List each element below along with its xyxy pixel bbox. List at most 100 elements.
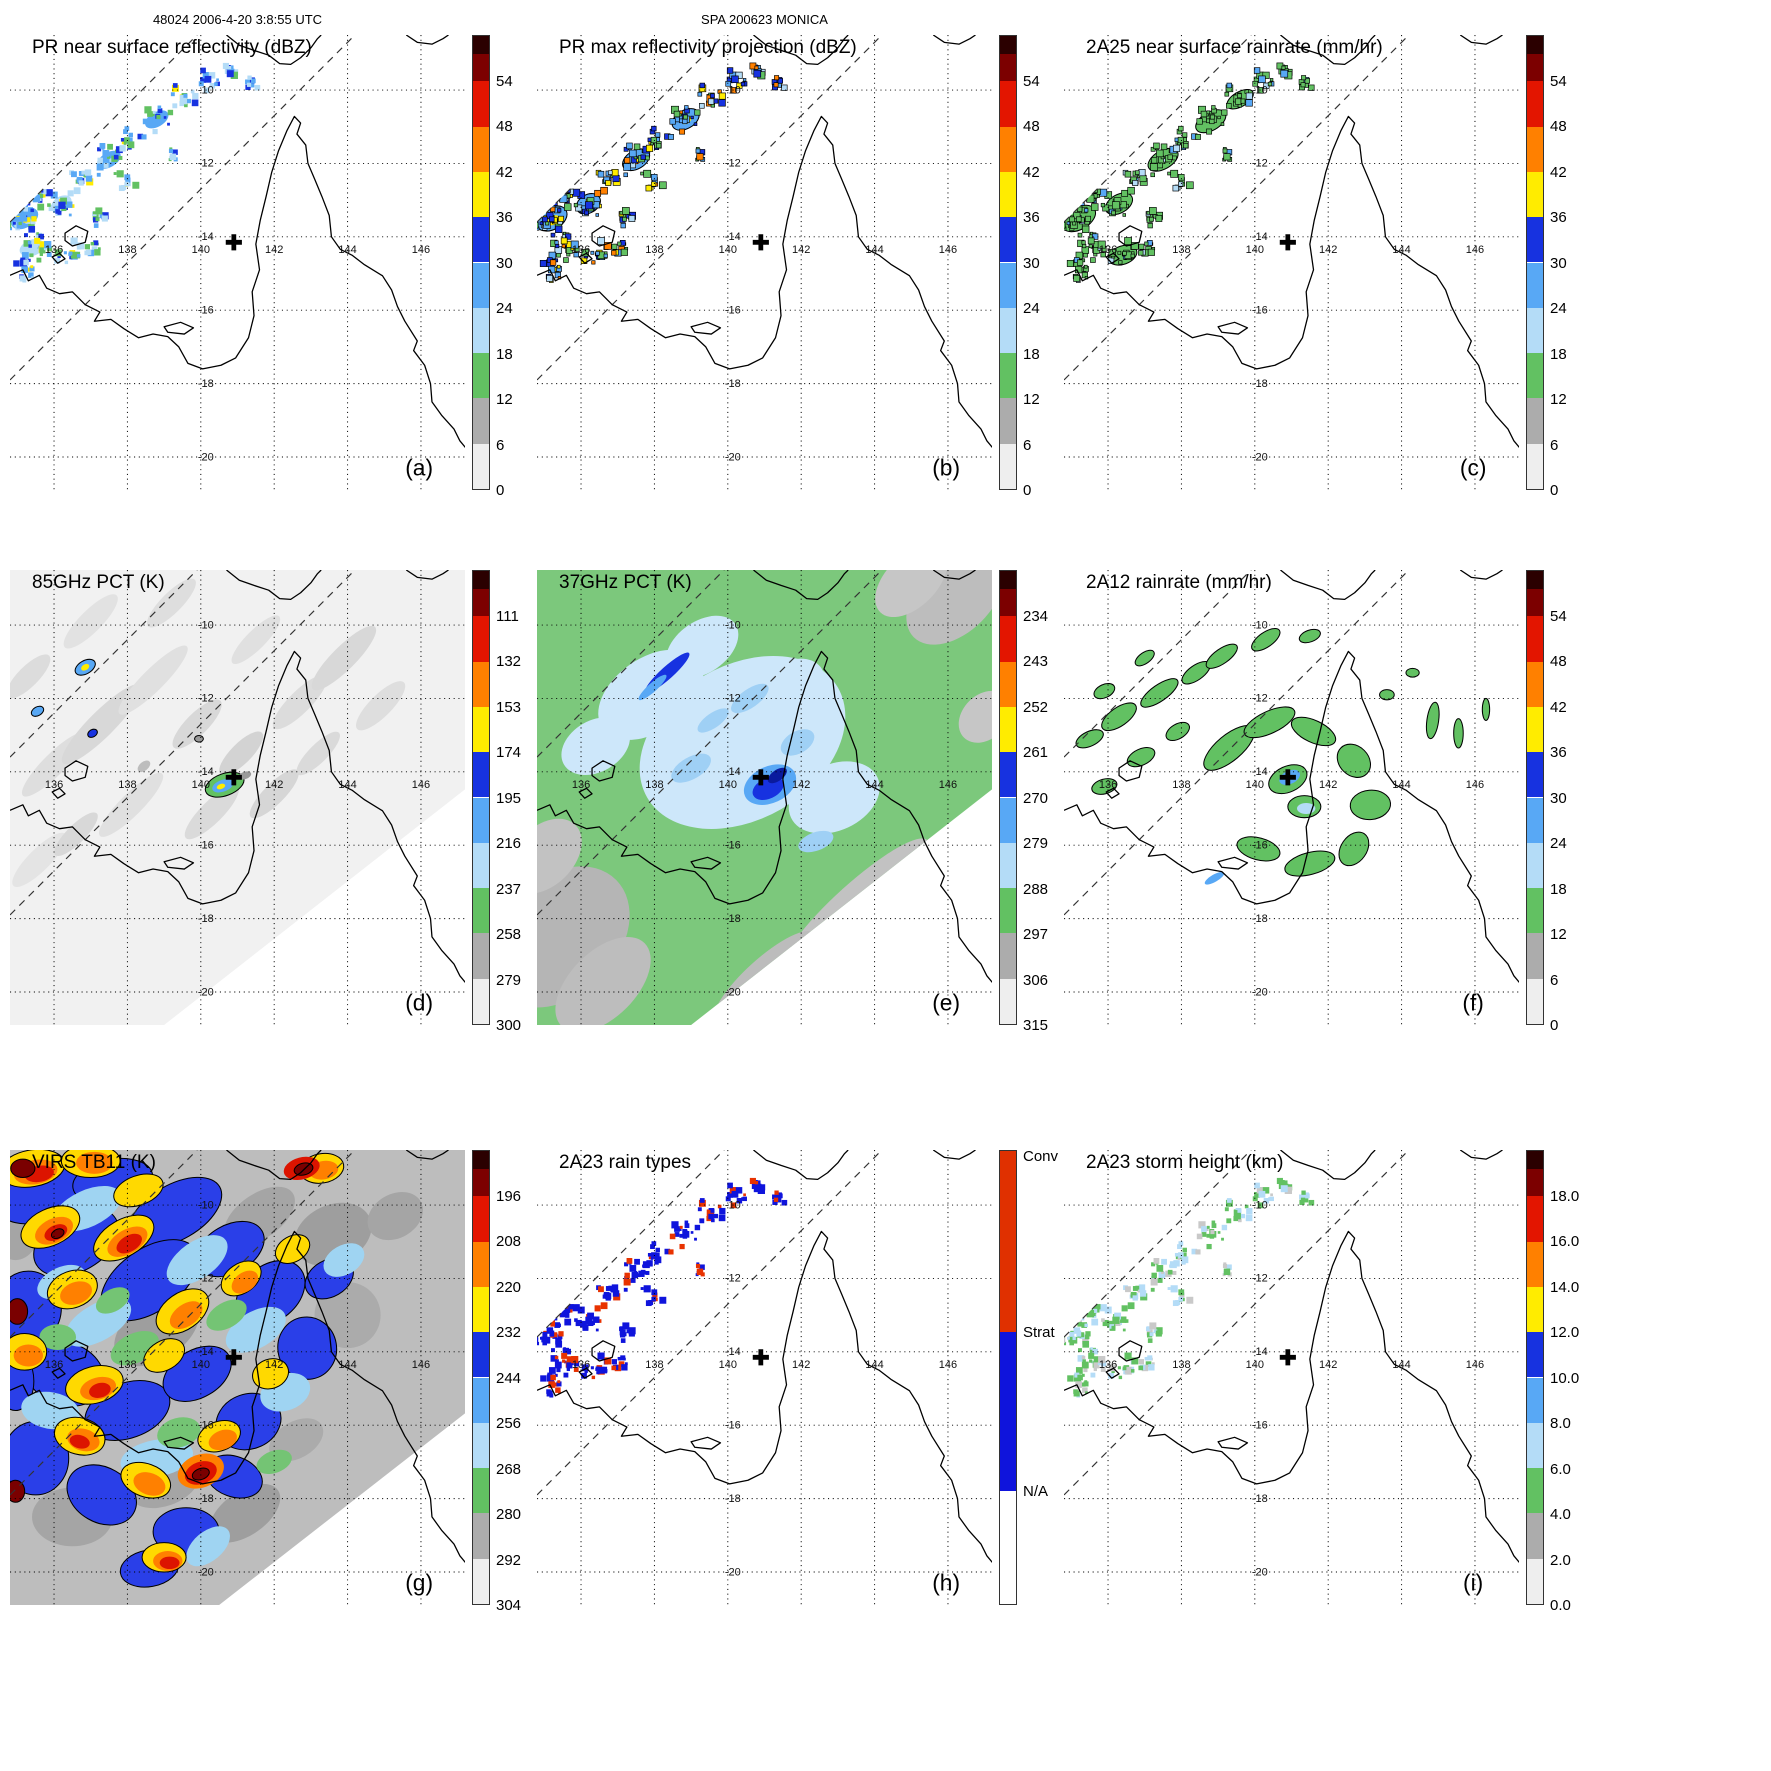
field-speck	[773, 1197, 779, 1202]
lat-label: -14	[198, 231, 214, 243]
field-speck	[68, 213, 72, 217]
field-speck	[1103, 1265, 1111, 1273]
field-layer	[537, 570, 992, 1025]
field-speck	[1071, 1296, 1076, 1301]
field-speck	[555, 243, 560, 249]
field-speck	[208, 72, 216, 79]
field-speck	[629, 149, 637, 158]
field-blob	[10, 1158, 36, 1179]
field-blob	[1243, 706, 1296, 739]
field-speck	[1077, 177, 1083, 183]
field-speck	[59, 150, 66, 156]
graticule: 136 138 140 142 144 146 -10 -12 -14 -16 -18 -20	[537, 35, 992, 490]
field-speck	[1082, 1304, 1088, 1309]
field-speck	[1104, 1306, 1112, 1314]
field-speck	[90, 241, 95, 246]
lat-label: -16	[725, 305, 741, 317]
field-speck	[124, 126, 130, 131]
field-speck	[1177, 136, 1184, 144]
field-speck	[719, 1207, 726, 1215]
field-speck	[1077, 1322, 1083, 1327]
field-speck	[1064, 174, 1068, 181]
field-speck	[1117, 1366, 1121, 1370]
field-speck	[1160, 143, 1168, 151]
field-speck	[77, 242, 85, 250]
field-speck	[1084, 1334, 1090, 1340]
field-speck	[1073, 175, 1079, 181]
field-blob	[66, 1464, 137, 1526]
field-speck	[1245, 1214, 1253, 1222]
field-speck	[683, 114, 688, 120]
field-speck	[179, 95, 187, 103]
field-speck	[17, 181, 22, 186]
field-blob	[1236, 836, 1281, 862]
field-speck	[1222, 1263, 1228, 1269]
field-speck	[1139, 1290, 1147, 1297]
field-speck	[1098, 156, 1104, 163]
field-speck	[1148, 1364, 1155, 1371]
field-speck	[1167, 154, 1173, 160]
colorbar-segment	[473, 217, 489, 263]
field-speck	[548, 1301, 556, 1309]
field-speck	[551, 178, 558, 185]
field-speck	[1206, 110, 1211, 115]
field-speck	[776, 1197, 782, 1203]
field-speck	[1108, 249, 1116, 257]
field-speck	[1100, 202, 1106, 208]
field-speck	[563, 1347, 566, 1350]
field-blob	[95, 1287, 130, 1314]
field-speck	[695, 1263, 701, 1269]
colorbar-tick-label: 232	[496, 1324, 522, 1341]
field-speck	[678, 1228, 682, 1232]
colorbar-tick-label: 300	[496, 1017, 522, 1034]
field-speck	[605, 180, 612, 186]
lat-label: -20	[198, 986, 214, 998]
colorbar-tick-label: 252	[1023, 698, 1049, 716]
field-speck	[17, 203, 23, 208]
lon-label: 140	[719, 1359, 737, 1371]
lat-label: -10	[725, 1199, 741, 1211]
field-speck	[1270, 1193, 1273, 1197]
field-speck	[557, 1380, 561, 1384]
field-speck	[35, 244, 39, 248]
field-speck	[563, 257, 569, 263]
field-speck	[729, 1187, 737, 1194]
field-speck	[1282, 1180, 1288, 1186]
field-speck	[671, 1221, 679, 1229]
panel-letter: (h)	[932, 1569, 960, 1595]
field-blob	[249, 769, 299, 819]
field-speck	[1149, 1332, 1154, 1337]
field-speck	[12, 168, 16, 173]
field-speck	[1083, 1367, 1088, 1373]
lat-label: -18	[198, 913, 214, 925]
panel-a: PR near surface reflectivity (dBZ) 136 138…	[10, 35, 555, 565]
coastline	[10, 115, 465, 449]
field-speck	[1201, 1232, 1207, 1237]
field-speck	[1147, 1338, 1153, 1343]
field-speck	[772, 1194, 777, 1200]
field-speck	[67, 190, 74, 197]
field-speck	[28, 244, 32, 248]
field-speck	[547, 181, 554, 187]
field-speck	[247, 75, 252, 80]
field-blob	[146, 578, 196, 628]
field-speck	[1191, 1248, 1198, 1255]
field-speck	[1088, 1352, 1095, 1359]
field-speck	[562, 1359, 566, 1363]
colorbar-tick-label: 196	[496, 1187, 522, 1205]
field-speck	[66, 201, 73, 208]
field-speck	[1209, 118, 1215, 125]
field-speck	[93, 223, 99, 228]
lon-label: 146	[412, 779, 430, 791]
field-speck	[735, 1187, 743, 1194]
field-speck	[1238, 1218, 1242, 1223]
field-speck	[1091, 203, 1099, 211]
field-speck	[664, 1248, 671, 1255]
field-speck	[718, 1214, 726, 1222]
map-f: 136 138 140 142 144 146 -10 -12 -14 -16 -18 -20 (f)	[1064, 570, 1519, 1025]
field-speck	[547, 1372, 553, 1378]
field-blob	[1290, 716, 1337, 747]
colorbar-segment	[1527, 398, 1543, 444]
field-speck	[21, 252, 29, 259]
field-speck	[757, 1186, 765, 1194]
